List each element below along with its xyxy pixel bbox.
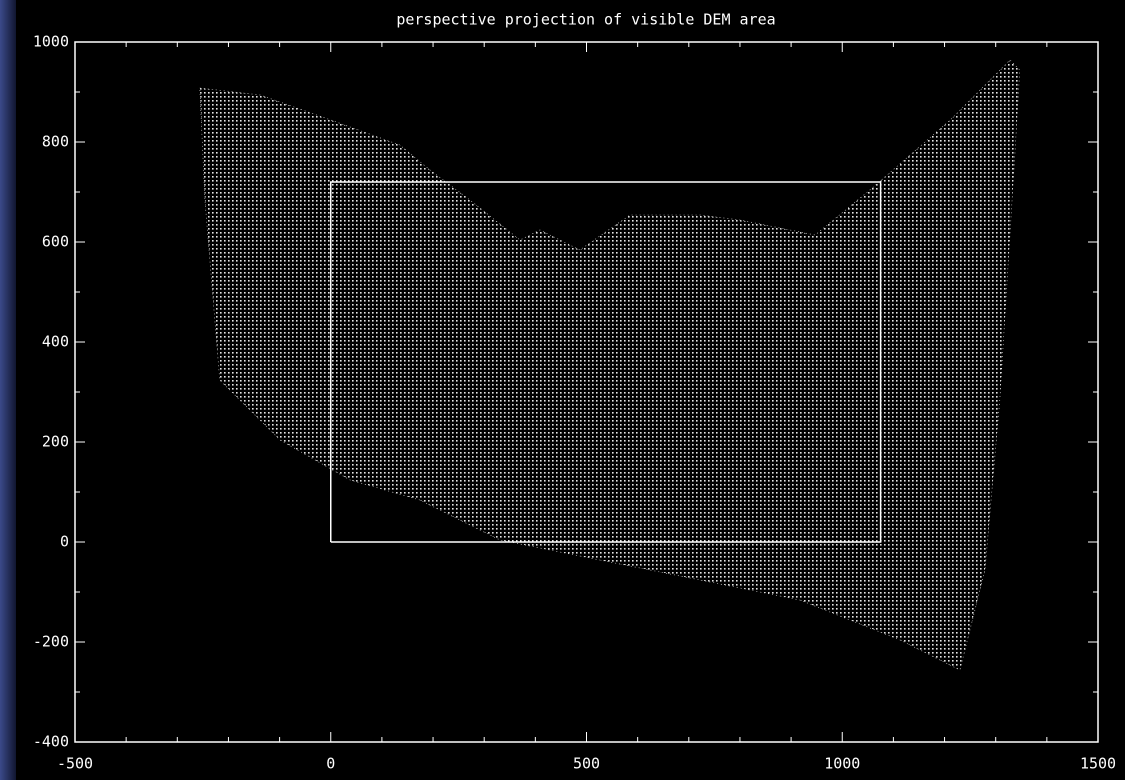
dem-point-cloud (200, 60, 1020, 670)
y-tick-label: 1000 (33, 33, 69, 51)
y-tick-label: 200 (42, 433, 69, 451)
y-tick-label: 0 (60, 533, 69, 551)
y-tick-label: 800 (42, 133, 69, 151)
x-tick-label: 1000 (824, 755, 860, 773)
x-tick-label: 1500 (1080, 755, 1116, 773)
chart: perspective projection of visible DEM ar… (0, 0, 1125, 780)
chart-title: perspective projection of visible DEM ar… (396, 11, 775, 29)
y-tick-label: -200 (33, 633, 69, 651)
y-tick-label: 400 (42, 333, 69, 351)
x-tick-label: -500 (57, 755, 93, 773)
window-edge (0, 0, 16, 780)
x-tick-label: 500 (573, 755, 600, 773)
y-tick-label: -400 (33, 733, 69, 751)
page: perspective projection of visible DEM ar… (0, 0, 1125, 780)
y-tick-label: 600 (42, 233, 69, 251)
x-tick-label: 0 (326, 755, 335, 773)
